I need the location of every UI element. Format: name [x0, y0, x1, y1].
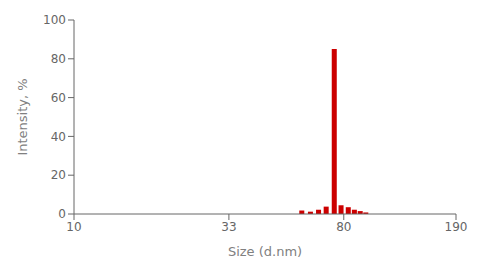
svg-text:10: 10 [66, 220, 81, 234]
svg-text:Intensity, %: Intensity, % [15, 78, 30, 155]
svg-text:20: 20 [51, 168, 66, 182]
svg-text:0: 0 [58, 207, 66, 221]
svg-text:60: 60 [51, 91, 66, 105]
svg-text:40: 40 [51, 130, 66, 144]
svg-text:100: 100 [43, 13, 66, 27]
svg-text:Size (d.nm): Size (d.nm) [228, 244, 302, 259]
svg-text:80: 80 [336, 220, 351, 234]
svg-text:33: 33 [221, 220, 236, 234]
svg-text:190: 190 [445, 220, 468, 234]
svg-text:80: 80 [51, 52, 66, 66]
